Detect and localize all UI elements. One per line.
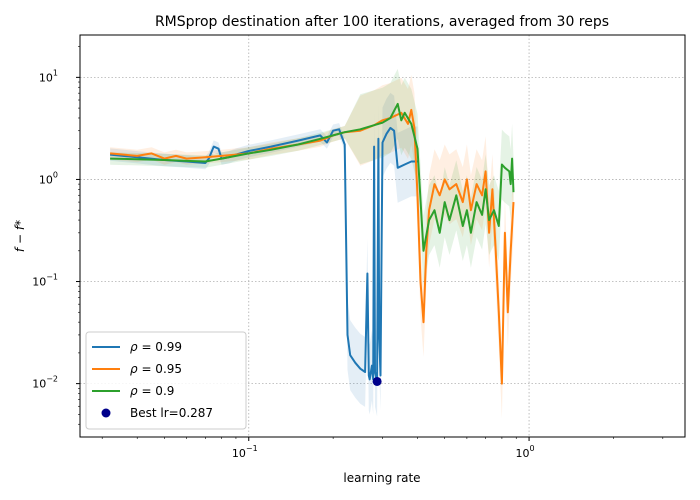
legend: ρ = 0.99 ρ = 0.95 ρ = 0.9 Best lr=0.287: [85, 331, 247, 430]
best-point-layer: [372, 376, 382, 386]
series-band-0: [110, 92, 418, 417]
y-tick-label: 10−2: [32, 375, 58, 391]
legend-swatch-best: [101, 408, 111, 418]
grid: [80, 35, 685, 437]
series-band-2: [110, 68, 514, 286]
legend-label-2: ρ = 0.9: [130, 384, 174, 398]
x-axis-label: learning rate: [343, 471, 420, 485]
series-line-2: [110, 102, 515, 252]
best-point-marker: [372, 376, 382, 386]
x-tick-label: 100: [516, 444, 535, 460]
legend-label-1: ρ = 0.95: [130, 362, 182, 376]
series-line-0: [110, 126, 418, 383]
chart-title: RMSprop destination after 100 iterations…: [155, 14, 609, 30]
y-tick-label: 100: [39, 170, 58, 186]
x-tick-label: 10−1: [232, 444, 258, 460]
legend-label-0: ρ = 0.99: [130, 340, 182, 354]
y-axis-label: f − f*: [13, 220, 27, 252]
y-tick-label: 10−1: [32, 273, 58, 289]
legend-label-best: Best lr=0.287: [130, 406, 213, 420]
series-line-1: [110, 108, 515, 385]
legend-box: [85, 331, 247, 430]
series-lines: [110, 102, 515, 385]
y-tick-label: 101: [39, 68, 58, 84]
axis-ticks: 10−1 100 10−2 10−1 100 101: [32, 46, 664, 460]
